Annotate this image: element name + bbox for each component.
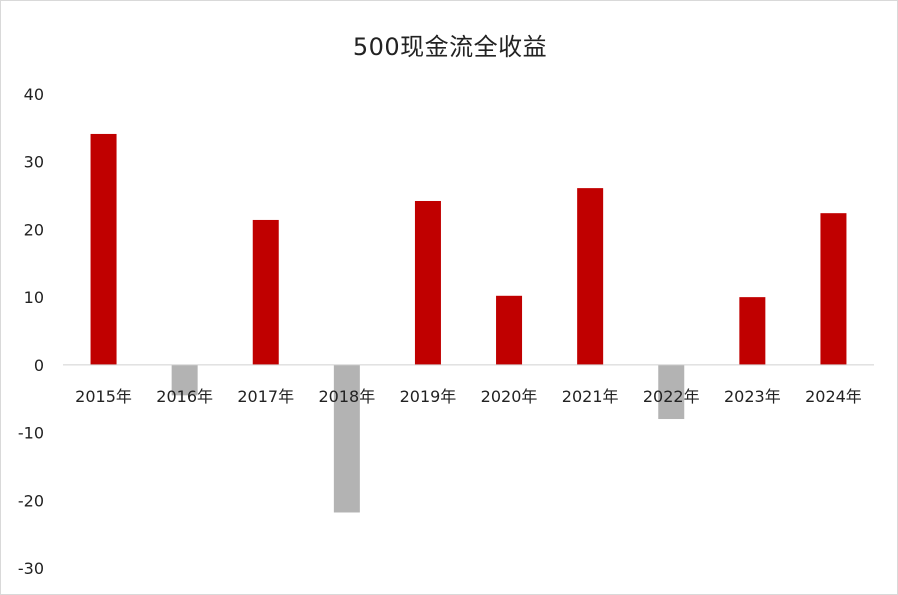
- y-tick-label: -20: [18, 491, 44, 510]
- y-tick-label: 30: [24, 153, 44, 172]
- bars: [90, 133, 847, 513]
- x-tick-label: 2018年: [318, 387, 375, 406]
- y-tick-label: 10: [24, 288, 44, 307]
- bar-2017年: [252, 219, 279, 365]
- x-tick-label: 2022年: [643, 387, 700, 406]
- bar-2018年: [333, 364, 360, 513]
- bar-2022年: [658, 364, 685, 420]
- x-tick-label: 2024年: [805, 387, 862, 406]
- y-tick-label: -10: [18, 424, 44, 443]
- bar-2016年: [171, 364, 198, 396]
- bar-2021年: [577, 188, 604, 365]
- y-tick-label: 40: [24, 85, 44, 104]
- y-tick-label: 0: [34, 356, 44, 375]
- bar-2024年: [820, 213, 847, 365]
- chart-title: 500现金流全收益: [352, 33, 548, 61]
- x-tick-label: 2023年: [724, 387, 781, 406]
- x-axis-ticks: 2015年 2016年 2017年 2018年 2019年 2020年 2021年 2022年…: [75, 387, 862, 406]
- x-tick-label: 2015年: [75, 387, 132, 406]
- y-tick-label: -30: [18, 559, 44, 578]
- bar-2023年: [739, 297, 766, 365]
- x-tick-label: 2020年: [481, 387, 538, 406]
- bar-2020年: [496, 295, 523, 365]
- x-tick-label: 2016年: [156, 387, 213, 406]
- bar-2019年: [414, 200, 441, 365]
- x-tick-label: 2019年: [400, 387, 457, 406]
- x-tick-label: 2017年: [237, 387, 294, 406]
- y-tick-label: 20: [24, 220, 44, 239]
- bar-2015年: [90, 133, 117, 365]
- y-axis-ticks: 40 30 20 10 0 -10 -20 -30: [18, 85, 44, 578]
- x-tick-label: 2021年: [562, 387, 619, 406]
